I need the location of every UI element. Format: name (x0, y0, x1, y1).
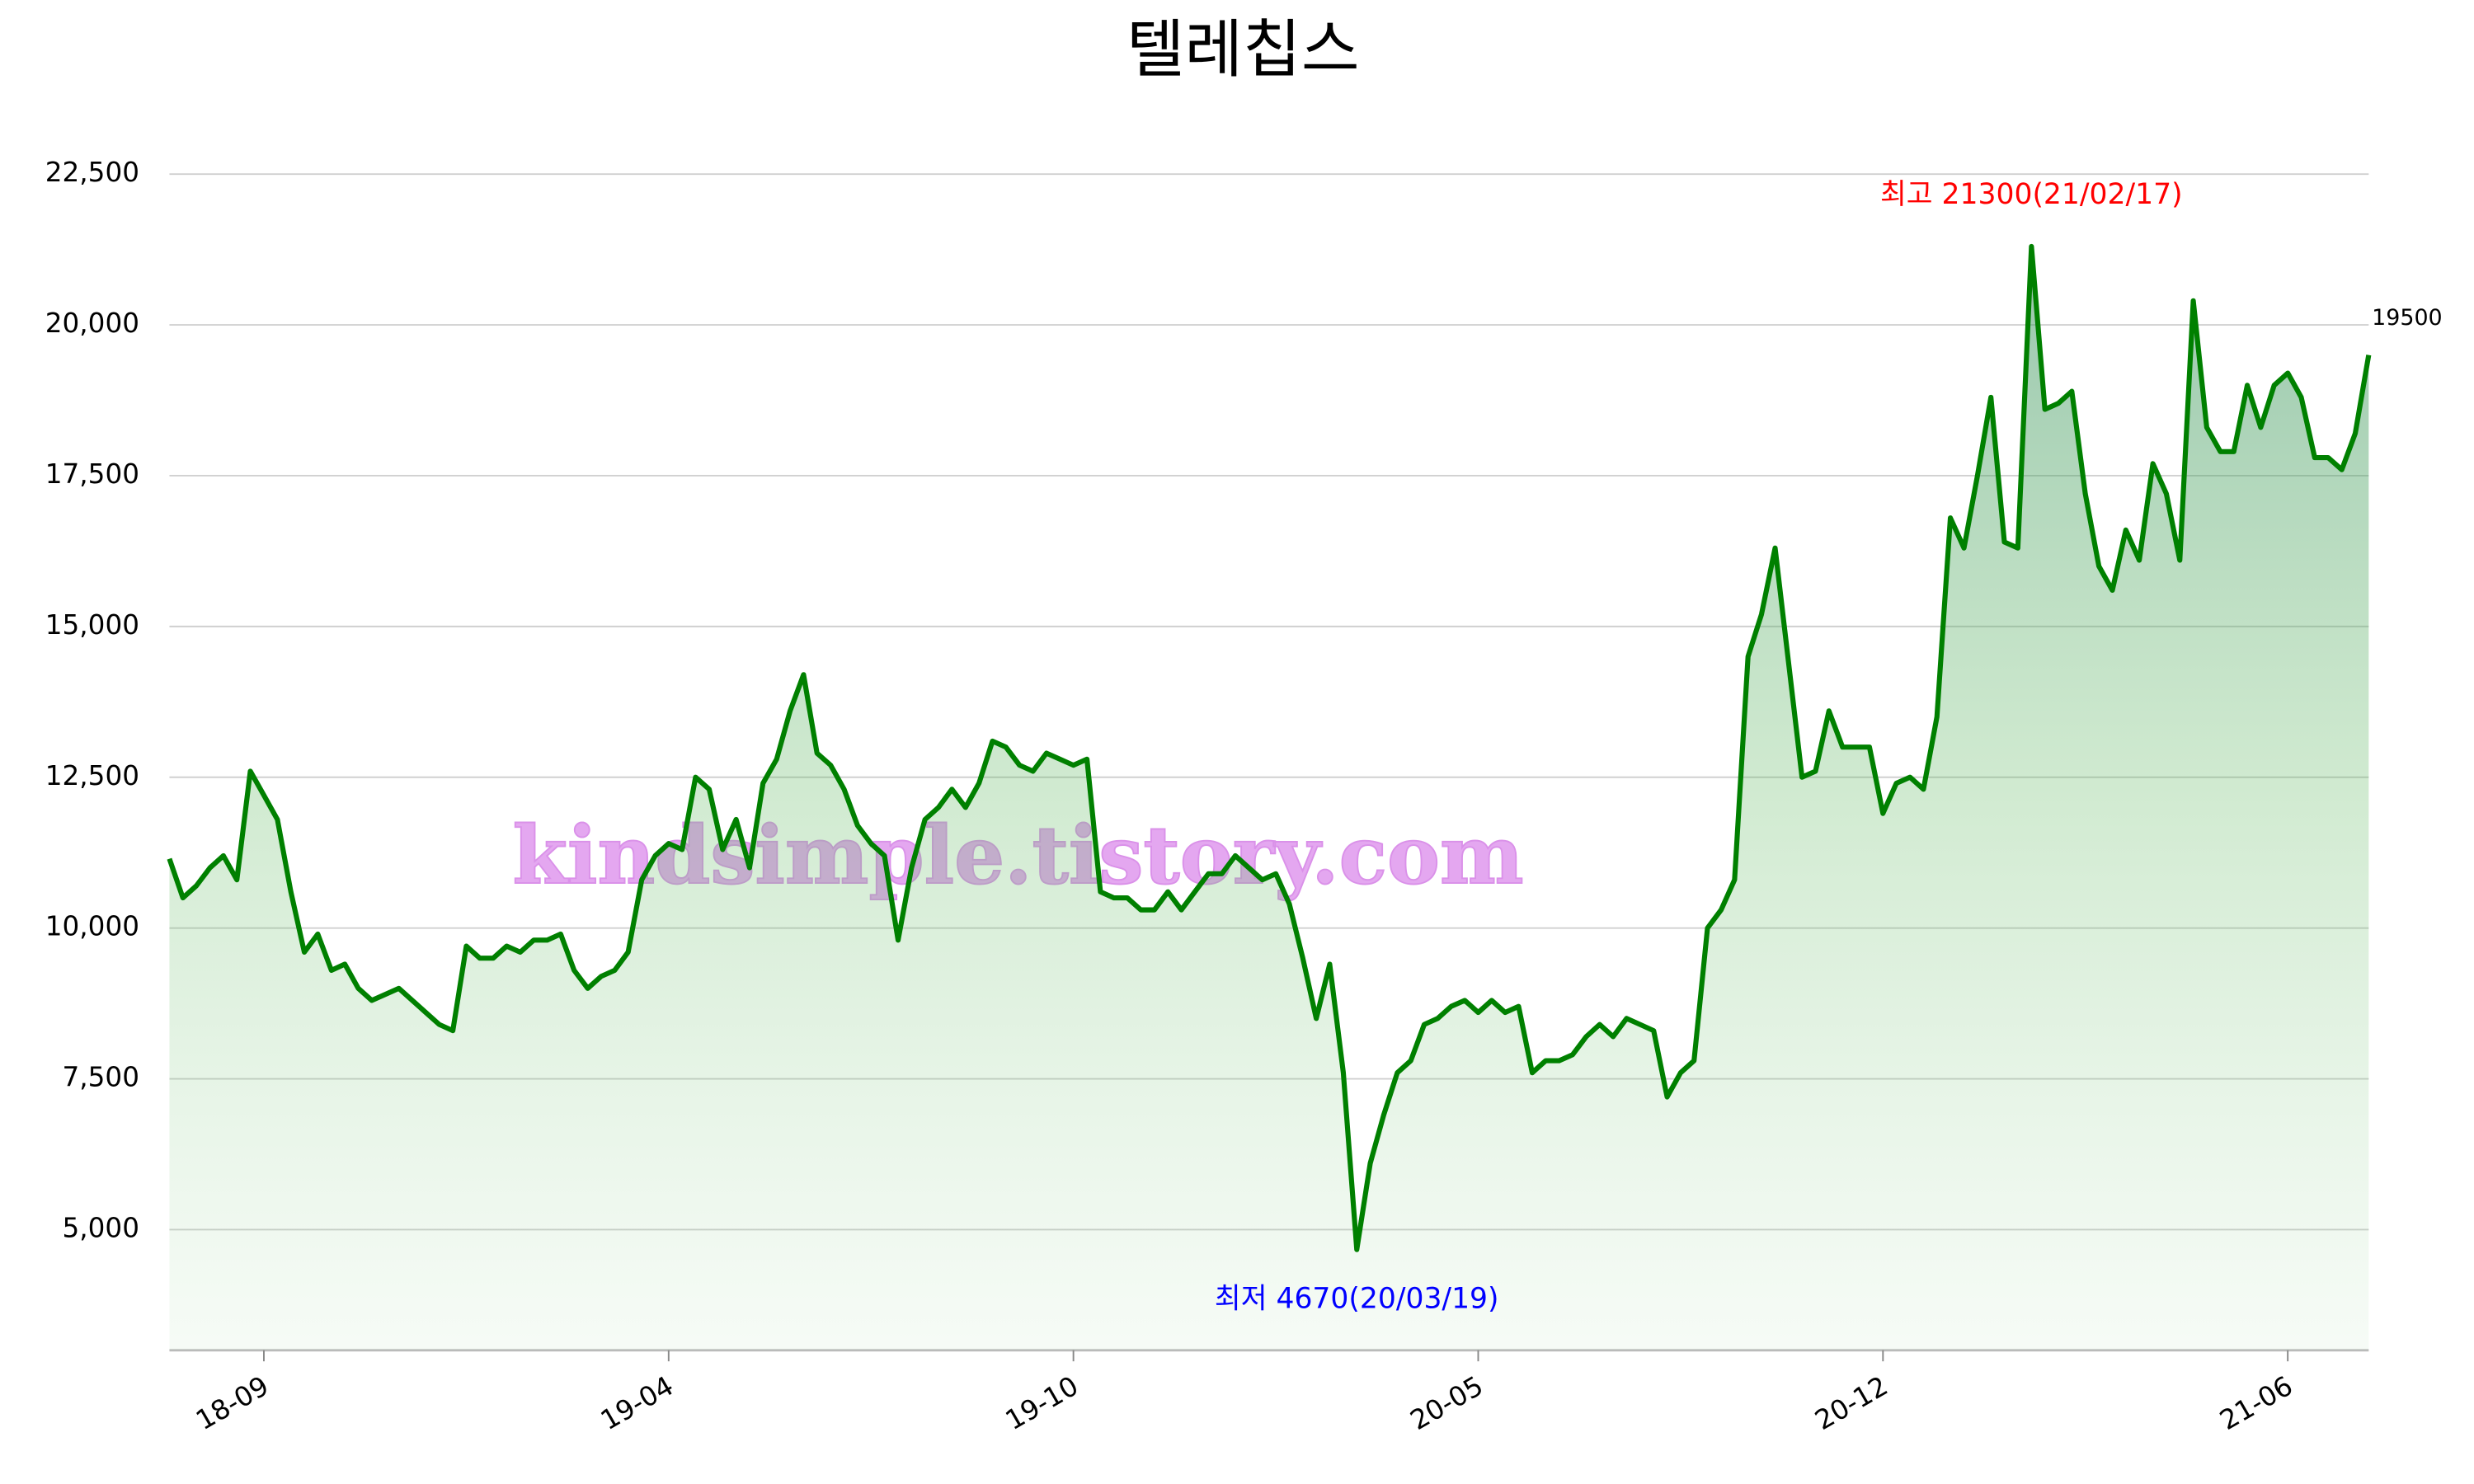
y-tick-label: 22,500 (45, 157, 139, 188)
annotation: 최저 4670(20/03/19) (1215, 1283, 1499, 1316)
annotation: 최고 21300(21/02/17) (1880, 178, 2183, 211)
y-tick-label: 15,000 (45, 609, 139, 641)
last-value-label: 19500 (2372, 305, 2443, 331)
x-tick-label: 20-05 (1405, 1370, 1489, 1436)
y-tick-label: 5,000 (63, 1212, 139, 1243)
y-tick-label: 10,000 (45, 911, 139, 942)
chart-title: 텔레칩스 (1126, 13, 1360, 87)
line (167, 243, 2372, 1252)
x-tick-label: 19-10 (1000, 1370, 1084, 1436)
y-tick-label: 17,500 (45, 458, 139, 490)
x-tick-label: 21-06 (2214, 1370, 2298, 1436)
x-tick-label: 20-12 (1810, 1370, 1893, 1436)
y-tick-label: 7,500 (63, 1062, 139, 1093)
y-tick-label: 20,000 (45, 308, 139, 339)
y-tick-label: 12,500 (45, 760, 139, 791)
x-tick-label: 19-04 (595, 1370, 679, 1436)
area (169, 246, 2369, 1350)
x-tick-label: 18-09 (190, 1370, 274, 1436)
